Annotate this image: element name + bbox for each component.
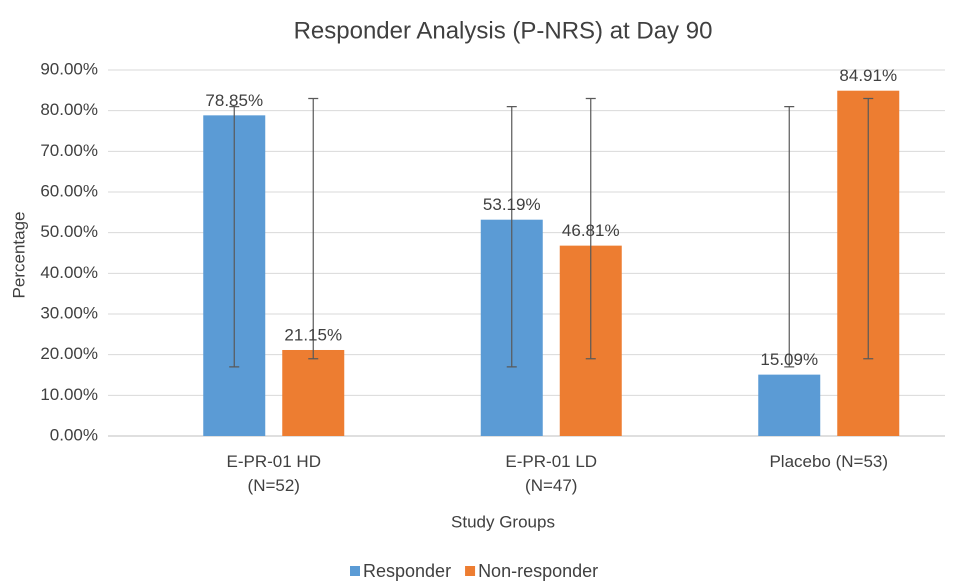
x-tick-label: E-PR-01 LD (N=47) [505, 452, 597, 495]
y-tick-label: 10.00% [40, 385, 98, 404]
error-bar [863, 97, 874, 360]
data-label: 46.81% [562, 221, 620, 240]
y-tick-label: 60.00% [40, 181, 98, 200]
x-tick-label: Placebo (N=53) [769, 452, 888, 471]
data-label: 78.85% [205, 91, 263, 110]
legend-label: Responder [363, 561, 451, 581]
y-tick-label: 50.00% [40, 222, 98, 241]
data-label: 21.15% [284, 325, 342, 344]
y-tick-label: 90.00% [40, 59, 98, 78]
x-tick-label: E-PR-01 HD (N=52) [227, 452, 321, 495]
data-label: 15.09% [760, 350, 818, 369]
error-bar [585, 97, 596, 360]
bar [758, 374, 821, 436]
chart-title: Responder Analysis (P-NRS) at Day 90 [294, 17, 713, 44]
y-tick-label: 80.00% [40, 100, 98, 119]
data-label: 53.19% [483, 195, 541, 214]
y-tick-label: 30.00% [40, 303, 98, 322]
data-label: 84.91% [839, 66, 897, 85]
legend-swatch [465, 566, 476, 576]
bar [282, 349, 345, 436]
y-tick-label: 40.00% [40, 263, 98, 282]
error-bar [784, 106, 795, 368]
legend-swatch [350, 566, 360, 576]
x-axis-title: Study Groups [451, 512, 555, 531]
y-axis-title: Percentage [9, 212, 28, 299]
y-tick-label: 70.00% [40, 141, 98, 160]
error-bar [506, 106, 517, 368]
y-tick-label: 0.00% [50, 425, 98, 444]
y-tick-label: 20.00% [40, 344, 98, 363]
error-bar [308, 97, 319, 360]
error-bar [229, 106, 240, 368]
legend-label: Non-responder [478, 561, 598, 581]
